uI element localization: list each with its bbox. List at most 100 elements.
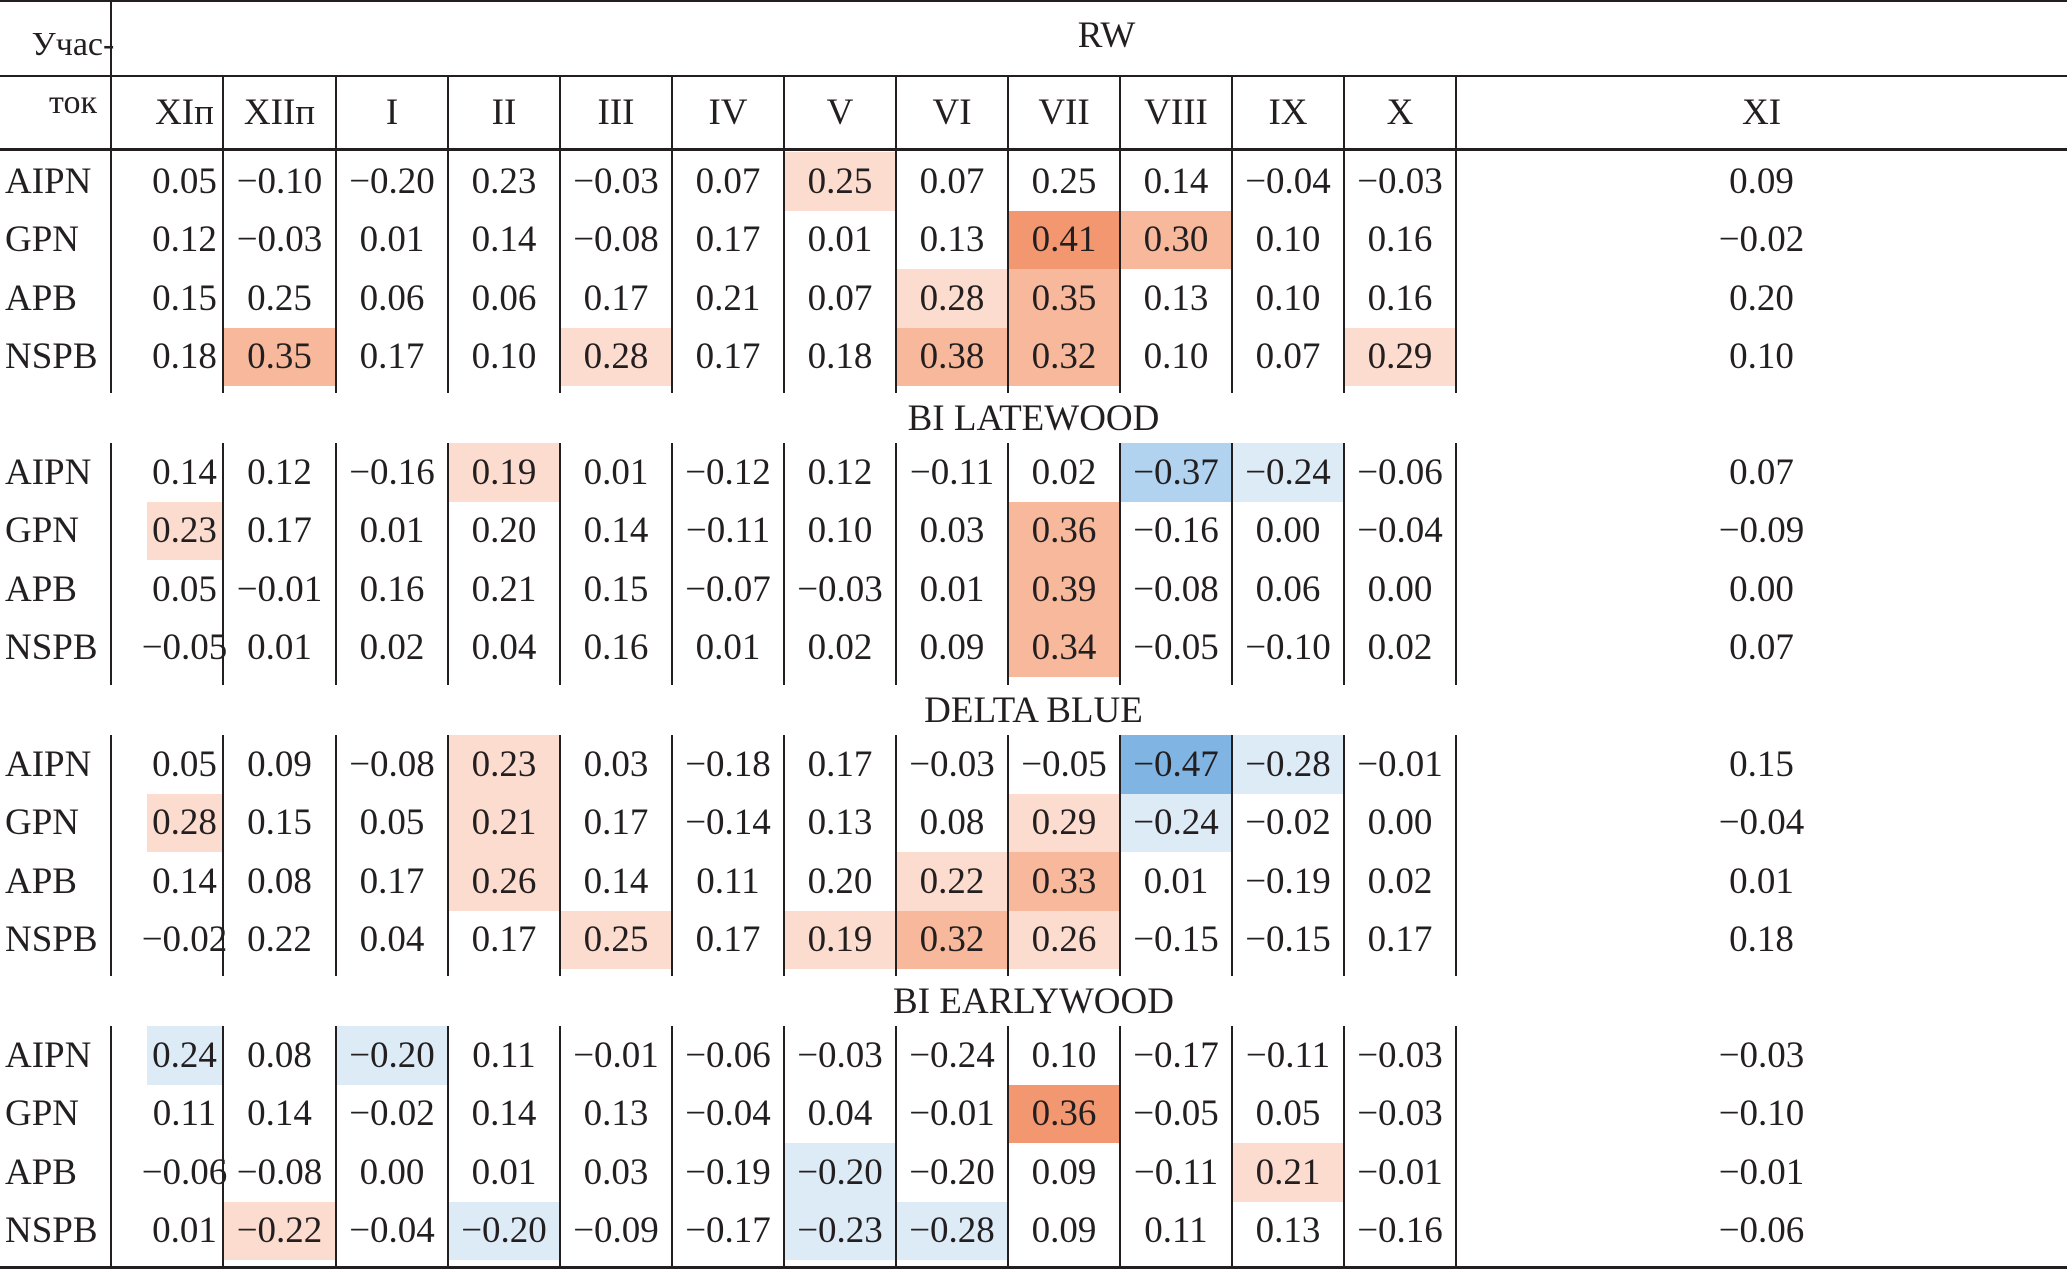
table-cell: −0.18 <box>685 743 771 785</box>
table-cell: 0.01 <box>1729 860 1794 902</box>
table-cell: 0.17 <box>695 919 761 961</box>
row-label-site: AIPN <box>5 160 92 202</box>
table-cell: 0.01 <box>1143 860 1209 902</box>
table-cell: −0.06 <box>685 1034 771 1076</box>
table-cell: 0.05 <box>359 802 425 844</box>
table-cell: −0.15 <box>1245 919 1331 961</box>
table-cell: 0.16 <box>359 568 425 610</box>
vertical-rule <box>335 76 337 393</box>
table-cell: 0.07 <box>695 160 761 202</box>
table-cell: 0.13 <box>1143 277 1209 319</box>
table-cell: 0.07 <box>1255 336 1321 378</box>
table-cell: −0.20 <box>337 1026 447 1085</box>
table-cell: −0.06 <box>1357 451 1443 493</box>
table-cell: −0.01 <box>1357 1151 1443 1193</box>
row-label-site: APB <box>5 568 77 610</box>
vertical-rule <box>447 443 449 685</box>
table-cell: 0.17 <box>471 919 537 961</box>
row-label-site: GPN <box>5 802 80 844</box>
vertical-rule <box>1343 76 1345 393</box>
table-cell: 0.16 <box>583 627 649 669</box>
table-cell: 0.01 <box>471 1151 537 1193</box>
table-cell: −0.03 <box>236 219 323 261</box>
table-cell: 0.15 <box>583 568 649 610</box>
vertical-rule <box>1119 735 1121 976</box>
vertical-rule <box>1455 735 1457 976</box>
table-cell: 0.21 <box>449 793 559 852</box>
vertical-rule <box>783 443 785 685</box>
vertical-rule <box>1231 1026 1233 1269</box>
table-cell: 0.07 <box>1729 451 1794 493</box>
table-cell: −0.01 <box>1357 743 1443 785</box>
table-cell: 0.05 <box>152 743 217 785</box>
site-column-header: Учас- ток <box>0 0 146 148</box>
table-cell: 0.09 <box>919 627 985 669</box>
horizontal-rule <box>0 0 2067 2</box>
table-cell: 0.06 <box>359 277 425 319</box>
vertical-rule <box>895 735 897 976</box>
vertical-rule <box>1231 76 1233 393</box>
table-cell: −0.20 <box>449 1201 559 1260</box>
table-cell: 0.07 <box>807 277 873 319</box>
vertical-rule <box>222 76 224 393</box>
month-header-8: VI <box>932 91 972 133</box>
table-cell: 0.22 <box>897 852 1007 911</box>
row-label-site: GPN <box>5 219 80 261</box>
vertical-rule <box>110 735 112 976</box>
vertical-rule <box>447 1026 449 1269</box>
table-cell: 0.36 <box>1009 501 1119 560</box>
table-cell: 0.10 <box>1729 336 1794 378</box>
table-cell: 0.11 <box>1144 1210 1208 1252</box>
table-cell: −0.28 <box>1233 735 1343 794</box>
vertical-rule <box>895 1026 897 1269</box>
table-cell: −0.09 <box>573 1210 659 1252</box>
vertical-rule <box>1007 1026 1009 1269</box>
table-cell: 0.32 <box>897 910 1007 969</box>
row-label-site: GPN <box>5 1093 80 1135</box>
row-label-site: NSPB <box>5 1210 98 1252</box>
table-cell: −0.06 <box>1718 1210 1805 1252</box>
table-cell: 0.02 <box>359 627 425 669</box>
table-cell: 0.20 <box>1729 277 1794 319</box>
table-cell: −0.03 <box>1718 1034 1805 1076</box>
table-cell: 0.05 <box>152 568 217 610</box>
row-label-site: NSPB <box>5 627 98 669</box>
table-cell: 0.01 <box>695 627 761 669</box>
table-cell: 0.05 <box>152 160 217 202</box>
vertical-rule <box>1007 443 1009 685</box>
table-cell: 0.18 <box>1729 919 1794 961</box>
table-cell: 0.16 <box>1367 277 1433 319</box>
table-cell: 0.10 <box>1255 277 1321 319</box>
table-cell: −0.03 <box>1357 160 1443 202</box>
table-cell: −0.10 <box>236 160 323 202</box>
table-cell: −0.02 <box>349 1093 435 1135</box>
table-cell: −0.37 <box>1121 443 1231 502</box>
row-label-site: NSPB <box>5 336 98 378</box>
table-cell: 0.09 <box>247 743 312 785</box>
table-cell: −0.05 <box>1021 743 1107 785</box>
table-cell: −0.24 <box>909 1034 995 1076</box>
table-cell: 0.02 <box>1031 451 1097 493</box>
table-cell: −0.24 <box>1121 793 1231 852</box>
table-cell: −0.16 <box>1357 1210 1443 1252</box>
table-cell: 0.34 <box>1009 618 1119 677</box>
table-cell: 0.15 <box>1729 743 1794 785</box>
table-cell: 0.15 <box>152 277 217 319</box>
table-cell: 0.23 <box>449 735 559 794</box>
month-header-12: X <box>1386 91 1414 133</box>
table-cell: 0.14 <box>583 510 649 552</box>
table-cell: 0.04 <box>471 627 537 669</box>
table-cell: −0.22 <box>224 1201 335 1260</box>
table-cell: 0.10 <box>1031 1034 1097 1076</box>
table-cell: −0.20 <box>909 1151 995 1193</box>
table-cell: 0.17 <box>807 743 873 785</box>
table-cell: 0.16 <box>1367 219 1433 261</box>
vertical-rule <box>671 735 673 976</box>
table-cell: 0.25 <box>1031 160 1097 202</box>
table-cell: −0.12 <box>685 451 771 493</box>
table-cell: 0.10 <box>1143 336 1209 378</box>
month-header-7: V <box>826 91 854 133</box>
table-cell: −0.28 <box>897 1201 1007 1260</box>
table-cell: 0.13 <box>583 1093 649 1135</box>
